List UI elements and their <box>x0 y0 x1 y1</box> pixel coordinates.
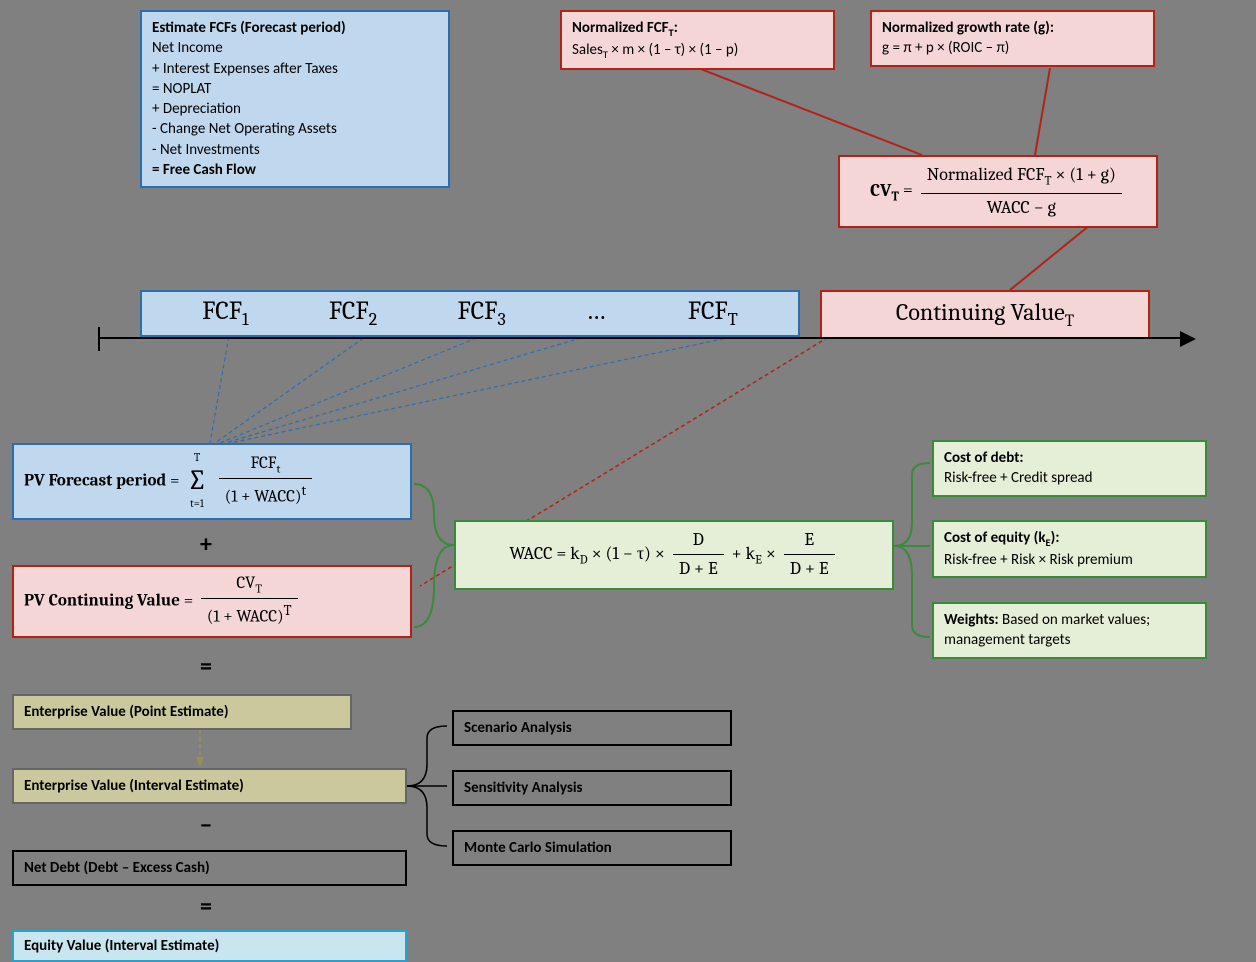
estimate-fcf-line: + Interest Expenses after Taxes <box>152 59 438 79</box>
op-eq-2: = <box>200 892 212 921</box>
pv-cv-box: PV Continuing Value = CVT (1 + WACC)T <box>12 565 412 638</box>
estimate-fcf-line: - Net Investments <box>152 140 438 160</box>
analysis-scenario: Scenario Analysis <box>452 710 732 746</box>
wacc-box: WACC = kD × (1 − τ) × DD + E + kE × ED +… <box>454 520 894 590</box>
cv-formula-box: CVT = Normalized FCFT × (1 + g) WACC − g <box>838 155 1158 228</box>
normalized-fcf-box: Normalized FCFT: SalesT × m × (1 – τ) × … <box>560 10 835 70</box>
normalized-g-box: Normalized growth rate (g): g = π + p × … <box>870 10 1155 67</box>
ev-interval-box: Enterprise Value (Interval Estimate) <box>12 768 407 804</box>
estimate-fcf-result: = Free Cash Flow <box>152 161 256 179</box>
net-debt-box: Net Debt (Debt – Excess Cash) <box>12 850 407 886</box>
cost-debt-box: Cost of debt: Risk-free + Credit spread <box>932 440 1207 497</box>
cost-equity-box: Cost of equity (kE): Risk-free + Risk × … <box>932 520 1207 578</box>
estimate-fcf-line: = NOPLAT <box>152 79 438 99</box>
equity-value-box: Equity Value (Interval Estimate) <box>12 930 407 962</box>
norm-g-body: g = π + p × (ROIC – π) <box>882 39 1009 57</box>
cv-timeline-box: Continuing ValueT <box>820 290 1150 339</box>
op-plus: + <box>200 530 212 559</box>
norm-g-title: Normalized growth rate (g): <box>882 19 1054 37</box>
ev-point-box: Enterprise Value (Point Estimate) <box>12 694 352 730</box>
op-eq-1: = <box>200 652 212 681</box>
estimate-fcf-box: Estimate FCFs (Forecast period) Net Inco… <box>140 10 450 188</box>
fcf-timeline-bar: FCF1 FCF2 FCF3 … FCFT <box>140 290 800 337</box>
op-minus: − <box>200 811 212 840</box>
norm-fcf-title: Normalized FCF <box>572 19 669 37</box>
estimate-fcf-line: - Change Net Operating Assets <box>152 119 438 139</box>
weights-box: Weights: Based on market values; managem… <box>932 602 1207 659</box>
analysis-montecarlo: Monte Carlo Simulation <box>452 830 732 866</box>
estimate-fcf-line: + Depreciation <box>152 99 438 119</box>
pv-forecast-box: PV Forecast period = T ∑ t=1 FCFt (1 + W… <box>12 443 412 520</box>
analysis-sensitivity: Sensitivity Analysis <box>452 770 732 806</box>
estimate-fcf-title: Estimate FCFs (Forecast period) <box>152 19 346 37</box>
estimate-fcf-line: Net Income <box>152 38 438 58</box>
timeline-arrow <box>100 337 1190 339</box>
